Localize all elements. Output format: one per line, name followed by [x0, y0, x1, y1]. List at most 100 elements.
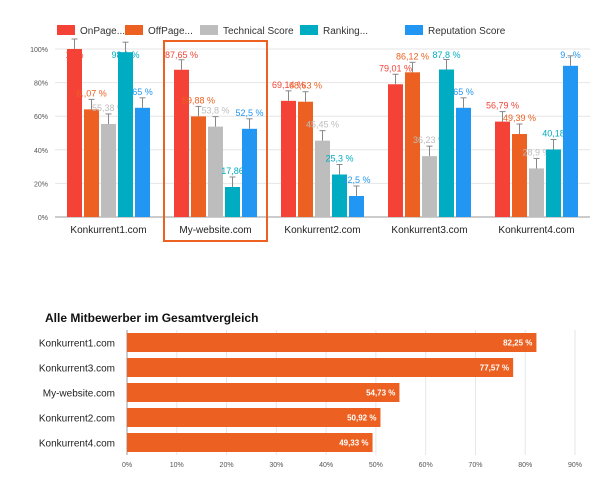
y-tick-label: Konkurrent4.com [39, 439, 115, 450]
bar [208, 126, 223, 217]
bar [495, 121, 510, 217]
y-tick-label: 60% [34, 114, 48, 121]
data-label: 56,79 % [486, 101, 519, 111]
highlight-box [163, 40, 268, 242]
data-label: 79,01 % [379, 63, 412, 73]
bar [118, 52, 133, 217]
bar [405, 72, 420, 218]
chart-title: Alle Mitbewerber im Gesamtvergleich [45, 311, 258, 325]
data-label: 82,25 % [503, 339, 532, 348]
data-label: 87,8 % [432, 50, 460, 60]
x-tick-label: 60% [419, 462, 433, 469]
data-label: 86,12 % [396, 51, 429, 61]
y-tick-label: 80% [34, 81, 48, 88]
data-label: 55,38 % [92, 103, 125, 113]
x-tick-label: 40% [319, 462, 333, 469]
data-label: 65 % [453, 87, 474, 97]
bar [225, 186, 240, 217]
data-label: 54,73 % [366, 389, 395, 398]
bar [127, 333, 537, 352]
bar [529, 168, 544, 217]
y-tick-label: 0% [38, 215, 48, 222]
data-label: 1..% [65, 50, 83, 60]
data-label: 25,3 % [325, 153, 353, 163]
data-label: 87,65 % [165, 50, 198, 60]
bar [315, 140, 330, 217]
x-tick-label: 0% [122, 462, 132, 469]
bar [332, 174, 347, 217]
data-label: 98,1 % [111, 50, 139, 60]
data-label: 40,18 [542, 128, 565, 138]
bar [242, 128, 257, 217]
data-label: 28,9 % [522, 147, 550, 157]
legend-label: OnPage... [80, 26, 125, 37]
y-tick-label: Konkurrent1.com [39, 339, 115, 350]
x-tick-label: Konkurrent3.com [391, 225, 467, 236]
data-label: 49,33 % [339, 439, 368, 448]
legend-label: Reputation Score [428, 26, 506, 37]
x-tick-label: 10% [170, 462, 184, 469]
x-tick-label: Konkurrent1.com [70, 225, 146, 236]
bar [298, 101, 313, 217]
bar [563, 65, 578, 217]
data-label: 36,23 % [413, 135, 446, 145]
y-tick-label: Konkurrent3.com [39, 364, 115, 375]
bar [127, 358, 514, 377]
legend-label: OffPage... [148, 26, 193, 37]
bar [127, 383, 400, 402]
x-tick-label: Konkurrent4.com [498, 225, 574, 236]
bar [191, 116, 206, 217]
y-tick-label: Konkurrent2.com [39, 414, 115, 425]
data-label: 6.,07 % [76, 88, 107, 98]
legend-label: Ranking... [323, 26, 368, 37]
bar [546, 149, 561, 217]
x-tick-label: 50% [369, 462, 383, 469]
x-tick-label: My-website.com [179, 225, 251, 236]
bar [67, 49, 82, 217]
data-label: 68,63 % [289, 81, 322, 91]
legend-swatch [405, 25, 423, 35]
legend-swatch [200, 25, 218, 35]
legend-swatch [300, 25, 318, 35]
data-label: 53,8 % [201, 106, 229, 116]
data-label: 17,86 [221, 166, 244, 176]
horizontal-bar-chart: Alle Mitbewerber im Gesamtvergleich 0% 10%… [39, 311, 582, 469]
data-label: 49,39 % [503, 113, 536, 123]
bar [135, 107, 150, 217]
bar [84, 109, 99, 217]
data-label: 50,92 % [347, 414, 376, 423]
legend-swatch [125, 25, 143, 35]
bar [281, 100, 296, 217]
data-label: 77,57 % [480, 364, 509, 373]
legend-swatch [57, 25, 75, 35]
y-tick-label: 20% [34, 181, 48, 188]
bar [127, 433, 373, 452]
data-label: 69,14 % [272, 80, 305, 90]
data-label: 12,5 % [342, 175, 370, 185]
data-label: 59,88 % [182, 95, 215, 105]
y-tick-label: My-website.com [43, 389, 115, 400]
bar [127, 408, 381, 427]
bar [349, 196, 364, 217]
bar [174, 69, 189, 217]
y-tick-label: 100% [30, 47, 48, 54]
data-label: 9.. % [560, 50, 581, 60]
data-label: 45,45 % [306, 120, 339, 130]
x-tick-label: 30% [269, 462, 283, 469]
x-tick-label: 90% [568, 462, 582, 469]
y-tick-label: 40% [34, 148, 48, 155]
bar [388, 84, 403, 217]
x-tick-label: 80% [518, 462, 532, 469]
bar [422, 156, 437, 217]
data-label: 65 % [132, 87, 153, 97]
x-tick-label: Konkurrent2.com [284, 225, 360, 236]
legend-label: Technical Score [223, 26, 294, 37]
grouped-bar-chart: OnPage... OffPage... Technical Score Rankin… [30, 25, 590, 242]
bar [101, 123, 116, 217]
x-tick-label: 20% [220, 462, 234, 469]
bar [456, 107, 471, 217]
x-tick-label: 70% [468, 462, 482, 469]
bar [439, 69, 454, 217]
data-label: 52,5 % [235, 108, 263, 118]
